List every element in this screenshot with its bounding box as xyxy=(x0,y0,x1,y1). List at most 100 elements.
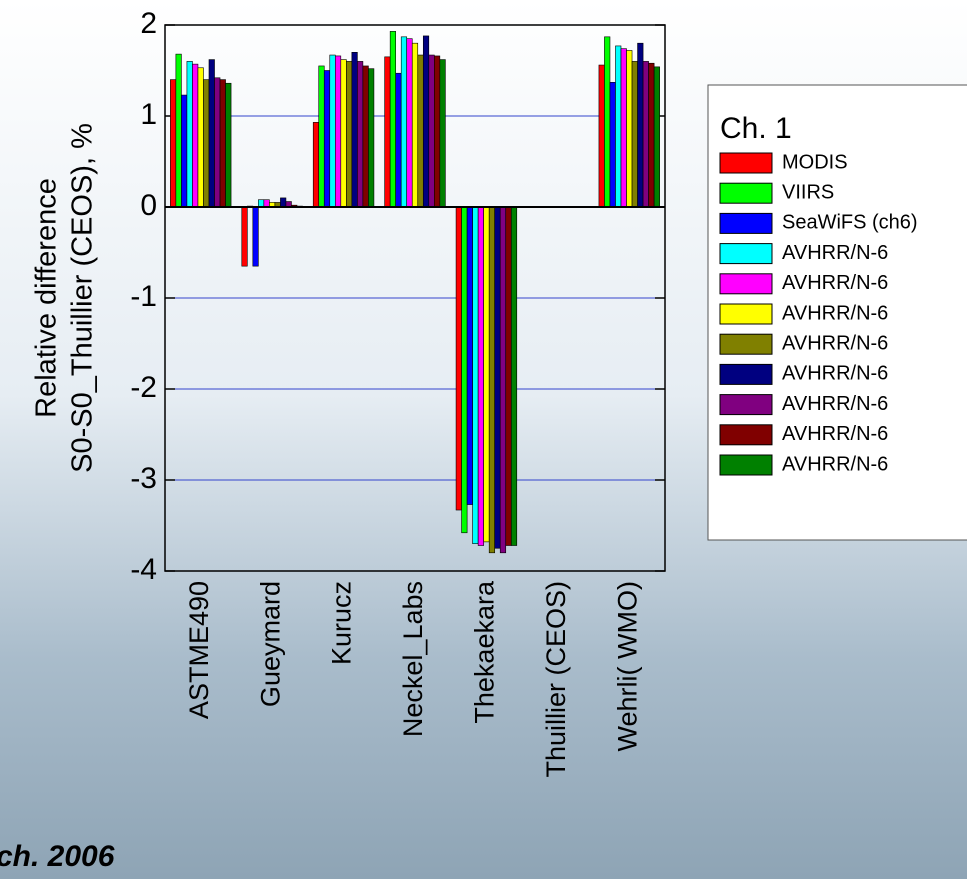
bar xyxy=(280,197,287,208)
bar xyxy=(346,61,353,208)
bar xyxy=(219,79,226,208)
bar xyxy=(203,79,210,208)
bar xyxy=(329,54,336,208)
bar xyxy=(252,206,259,267)
bar xyxy=(197,67,204,208)
bar xyxy=(615,45,622,208)
bar xyxy=(406,38,413,208)
legend-label: AVHRR/N-6 xyxy=(782,302,888,324)
bar xyxy=(455,206,462,511)
bar xyxy=(312,122,320,208)
bar xyxy=(170,79,177,208)
bar xyxy=(417,54,424,208)
legend-title: Ch. 1 xyxy=(720,112,792,145)
bar xyxy=(609,82,616,208)
bar xyxy=(362,65,369,208)
bar xyxy=(340,59,347,208)
y-tick-label: 1 xyxy=(140,98,157,131)
legend-label: AVHRR/N-6 xyxy=(782,332,888,354)
y-tick-label: 0 xyxy=(140,189,157,222)
bar xyxy=(466,206,473,505)
bar xyxy=(175,53,182,208)
y-axis-label-line: S0-S0_Thuillier (CEOS), % xyxy=(67,123,99,473)
bar xyxy=(214,77,221,208)
legend-swatch xyxy=(719,152,773,174)
y-tick-label: -2 xyxy=(130,371,157,404)
bar xyxy=(395,72,402,208)
legend-label: AVHRR/N-6 xyxy=(782,363,888,385)
x-tick-label: Thuillier (CEOS) xyxy=(541,581,571,778)
y-tick-label: 2 xyxy=(140,7,157,40)
bar xyxy=(186,61,193,208)
bar xyxy=(637,42,644,208)
bar xyxy=(620,48,627,208)
bar xyxy=(357,61,364,208)
bar xyxy=(428,54,435,208)
legend-swatch xyxy=(719,243,773,265)
x-tick-label: Neckel_Labs xyxy=(398,581,428,737)
bar xyxy=(351,51,358,208)
bar xyxy=(488,206,496,554)
bar xyxy=(241,206,248,267)
x-tick-label: Kurucz xyxy=(327,581,357,665)
legend-label: AVHRR/N-6 xyxy=(782,242,888,264)
x-tick-label: ASTME490 xyxy=(184,581,214,719)
bar xyxy=(368,68,375,208)
legend-label: AVHRR/N-6 xyxy=(782,272,888,294)
legend-swatch xyxy=(719,303,773,325)
bar xyxy=(334,55,342,208)
y-tick-label: -4 xyxy=(130,553,157,586)
bar xyxy=(208,59,215,208)
bar xyxy=(400,36,408,208)
x-tick-label: Wehrli( WMO) xyxy=(612,581,642,751)
legend-label: SeaWiFS (ch6) xyxy=(782,212,918,234)
bar xyxy=(389,31,396,208)
bar xyxy=(648,62,655,208)
bar xyxy=(626,50,633,208)
bar xyxy=(263,199,270,208)
bar xyxy=(434,55,441,208)
x-tick-label: Thekaekara xyxy=(470,580,500,724)
bar xyxy=(411,42,419,208)
bar xyxy=(384,56,391,208)
legend-swatch xyxy=(719,212,773,234)
bar xyxy=(323,70,331,208)
bar xyxy=(483,206,490,543)
legend-label: AVHRR/N-6 xyxy=(782,393,888,415)
legend-label: VIIRS xyxy=(782,181,834,203)
legend-swatch xyxy=(719,363,773,385)
legend-label: MODIS xyxy=(782,151,848,173)
bar xyxy=(439,59,446,208)
bar xyxy=(631,61,638,208)
legend-swatch xyxy=(719,273,773,295)
bar xyxy=(499,206,507,554)
bar xyxy=(653,66,660,208)
legend-swatch xyxy=(719,182,773,204)
legend-swatch xyxy=(719,333,773,355)
y-axis-label-line: Relative difference xyxy=(31,178,63,418)
plot-frame xyxy=(164,24,666,572)
bar xyxy=(604,36,611,208)
bar xyxy=(505,206,512,546)
y-tick-label: -1 xyxy=(130,280,157,313)
legend-swatch xyxy=(719,454,773,476)
legend-swatch xyxy=(719,394,773,416)
bar xyxy=(225,82,232,208)
bar xyxy=(192,63,199,208)
bar xyxy=(477,206,484,546)
bar xyxy=(318,65,325,208)
legend-label: AVHRR/N-6 xyxy=(782,453,888,475)
bar xyxy=(258,199,265,208)
bar xyxy=(598,64,605,208)
bar xyxy=(472,206,479,545)
bar xyxy=(461,206,468,534)
bar xyxy=(181,94,188,208)
bar xyxy=(422,35,430,208)
y-tick-label: -3 xyxy=(130,462,157,495)
bar xyxy=(510,206,518,546)
legend-swatch xyxy=(719,424,773,446)
annotation: ch. 2006 xyxy=(0,840,115,873)
bar xyxy=(642,61,649,208)
bar xyxy=(494,206,501,549)
